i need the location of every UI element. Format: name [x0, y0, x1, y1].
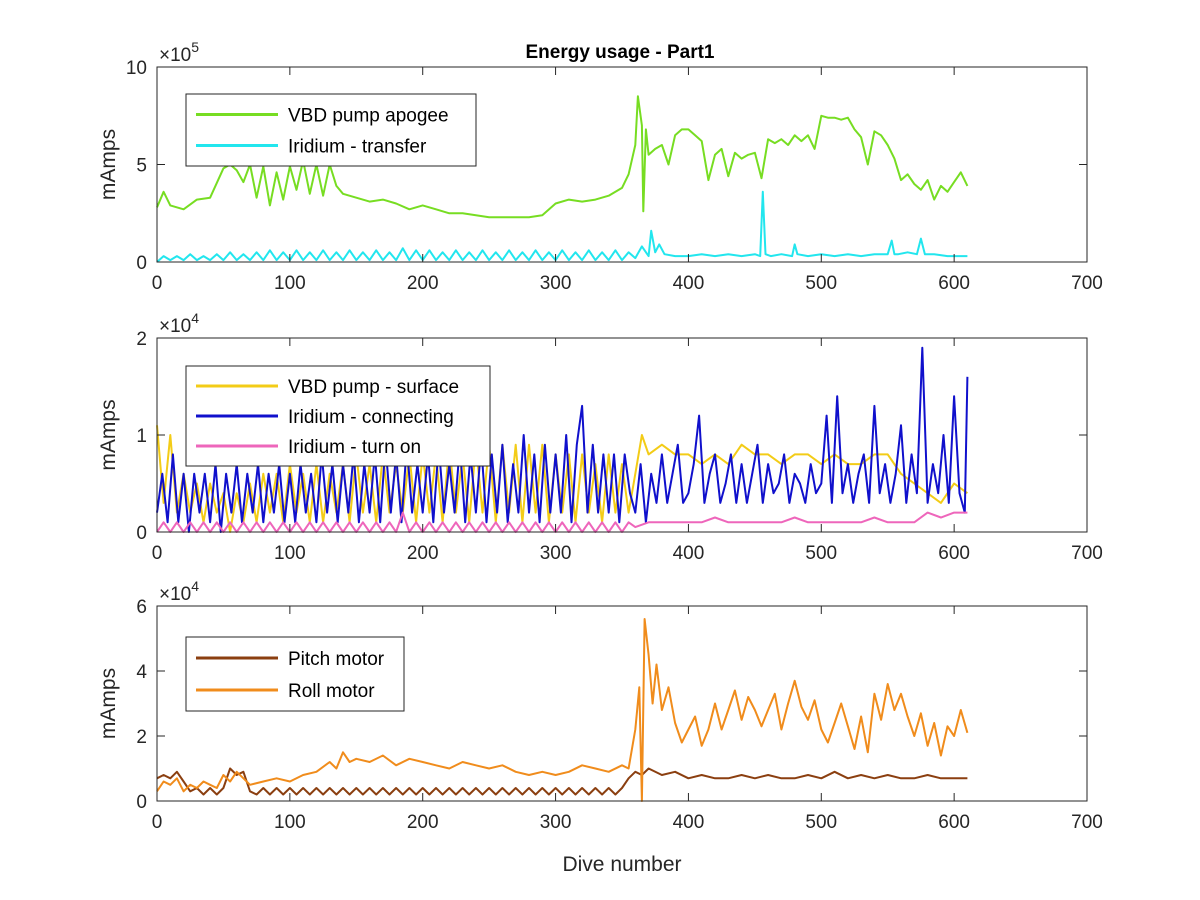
- x-tick-label: 400: [673, 812, 705, 833]
- y-axis-label: mAmps: [97, 399, 120, 470]
- y-exponent-base: ×10: [159, 584, 191, 605]
- x-tick-label: 700: [1071, 273, 1103, 294]
- legend-label-1: VBD pump apogee: [288, 106, 449, 127]
- figure-title: Energy usage - Part1: [525, 42, 714, 63]
- x-tick-label: 0: [152, 812, 163, 833]
- y-exponent-label: ×104: [159, 310, 199, 337]
- y-tick-label: 2: [136, 329, 147, 350]
- legend: VBD pump - surface Iridium - connecting Ir…: [185, 365, 491, 467]
- x-tick-label: 200: [407, 273, 439, 294]
- x-tick-label: 500: [805, 273, 837, 294]
- series-line-1: [156, 425, 968, 533]
- legend: VBD pump apogee Iridium - transfer: [185, 93, 477, 167]
- x-tick-label: 200: [407, 812, 439, 833]
- legend-label-1: VBD pump - surface: [288, 377, 459, 398]
- y-axis-label: mAmps: [97, 129, 120, 200]
- series-line-1: [156, 95, 969, 219]
- y-exponent-base: ×10: [159, 45, 191, 66]
- x-tick-label: 100: [274, 812, 306, 833]
- y-tick-label: 5: [136, 156, 147, 177]
- legend: Pitch motor Roll motor: [185, 636, 405, 712]
- x-tick-label: 200: [407, 543, 439, 564]
- panel-3: 0 100 200 300 400 500 600 7000246×104mAmpsDive …: [97, 578, 1103, 876]
- legend-label-2: Iridium - transfer: [288, 137, 427, 158]
- y-tick-label: 2: [136, 727, 147, 748]
- y-exponent-label: ×104: [159, 578, 199, 605]
- legend-label-2: Iridium - connecting: [288, 407, 454, 428]
- y-tick-label: 1: [136, 426, 147, 447]
- legend-box: [185, 93, 477, 167]
- legend-box: [185, 636, 405, 712]
- legend-label-3: Iridium - turn on: [288, 437, 421, 458]
- panel-2: 0 100 200 300 400 500 600 700 0 1 2 ×104 mAmps VBD pu…: [97, 310, 1103, 564]
- x-tick-label: 300: [540, 543, 572, 564]
- y-tick-label: 6: [136, 597, 147, 618]
- x-tick-label: 600: [938, 543, 970, 564]
- x-tick-label: 700: [1071, 812, 1103, 833]
- y-tick-label: 10: [126, 58, 147, 79]
- legend-label-1: Pitch motor: [288, 649, 385, 670]
- y-tick-label: 0: [136, 253, 147, 274]
- x-axis-label: Dive number: [562, 853, 681, 876]
- y-axis-label: mAmps: [97, 668, 120, 739]
- x-tick-label: 400: [673, 273, 705, 294]
- series-line-2: [156, 346, 969, 533]
- series-line-2: [156, 190, 968, 263]
- x-tick-label: 0: [152, 273, 163, 294]
- x-tick-label: 0: [152, 543, 163, 564]
- axes-box: [156, 605, 1088, 802]
- x-tick-label: 600: [938, 273, 970, 294]
- x-tick-label: 100: [274, 273, 306, 294]
- y-exponent-power: 4: [191, 578, 199, 594]
- y-exponent-power: 4: [191, 310, 199, 326]
- y-exponent-base: ×10: [159, 316, 191, 337]
- y-tick-label: 0: [136, 792, 147, 813]
- x-tick-label: 600: [938, 812, 970, 833]
- x-tick-label: 500: [805, 543, 837, 564]
- y-tick-label: 0: [136, 523, 147, 544]
- x-tick-label: 500: [805, 812, 837, 833]
- y-exponent-power: 5: [191, 39, 199, 55]
- y-exponent-label: ×105: [159, 39, 199, 66]
- x-tick-label: 100: [274, 543, 306, 564]
- x-tick-label: 300: [540, 812, 572, 833]
- series-line-3: [156, 511, 968, 533]
- x-tick-label: 700: [1071, 543, 1103, 564]
- y-tick-label: 4: [136, 662, 147, 683]
- x-tick-label: 400: [673, 543, 705, 564]
- legend-label-2: Roll motor: [288, 681, 375, 702]
- x-tick-label: 300: [540, 273, 572, 294]
- series-line-1: [156, 767, 968, 796]
- series-line-2: [156, 618, 969, 802]
